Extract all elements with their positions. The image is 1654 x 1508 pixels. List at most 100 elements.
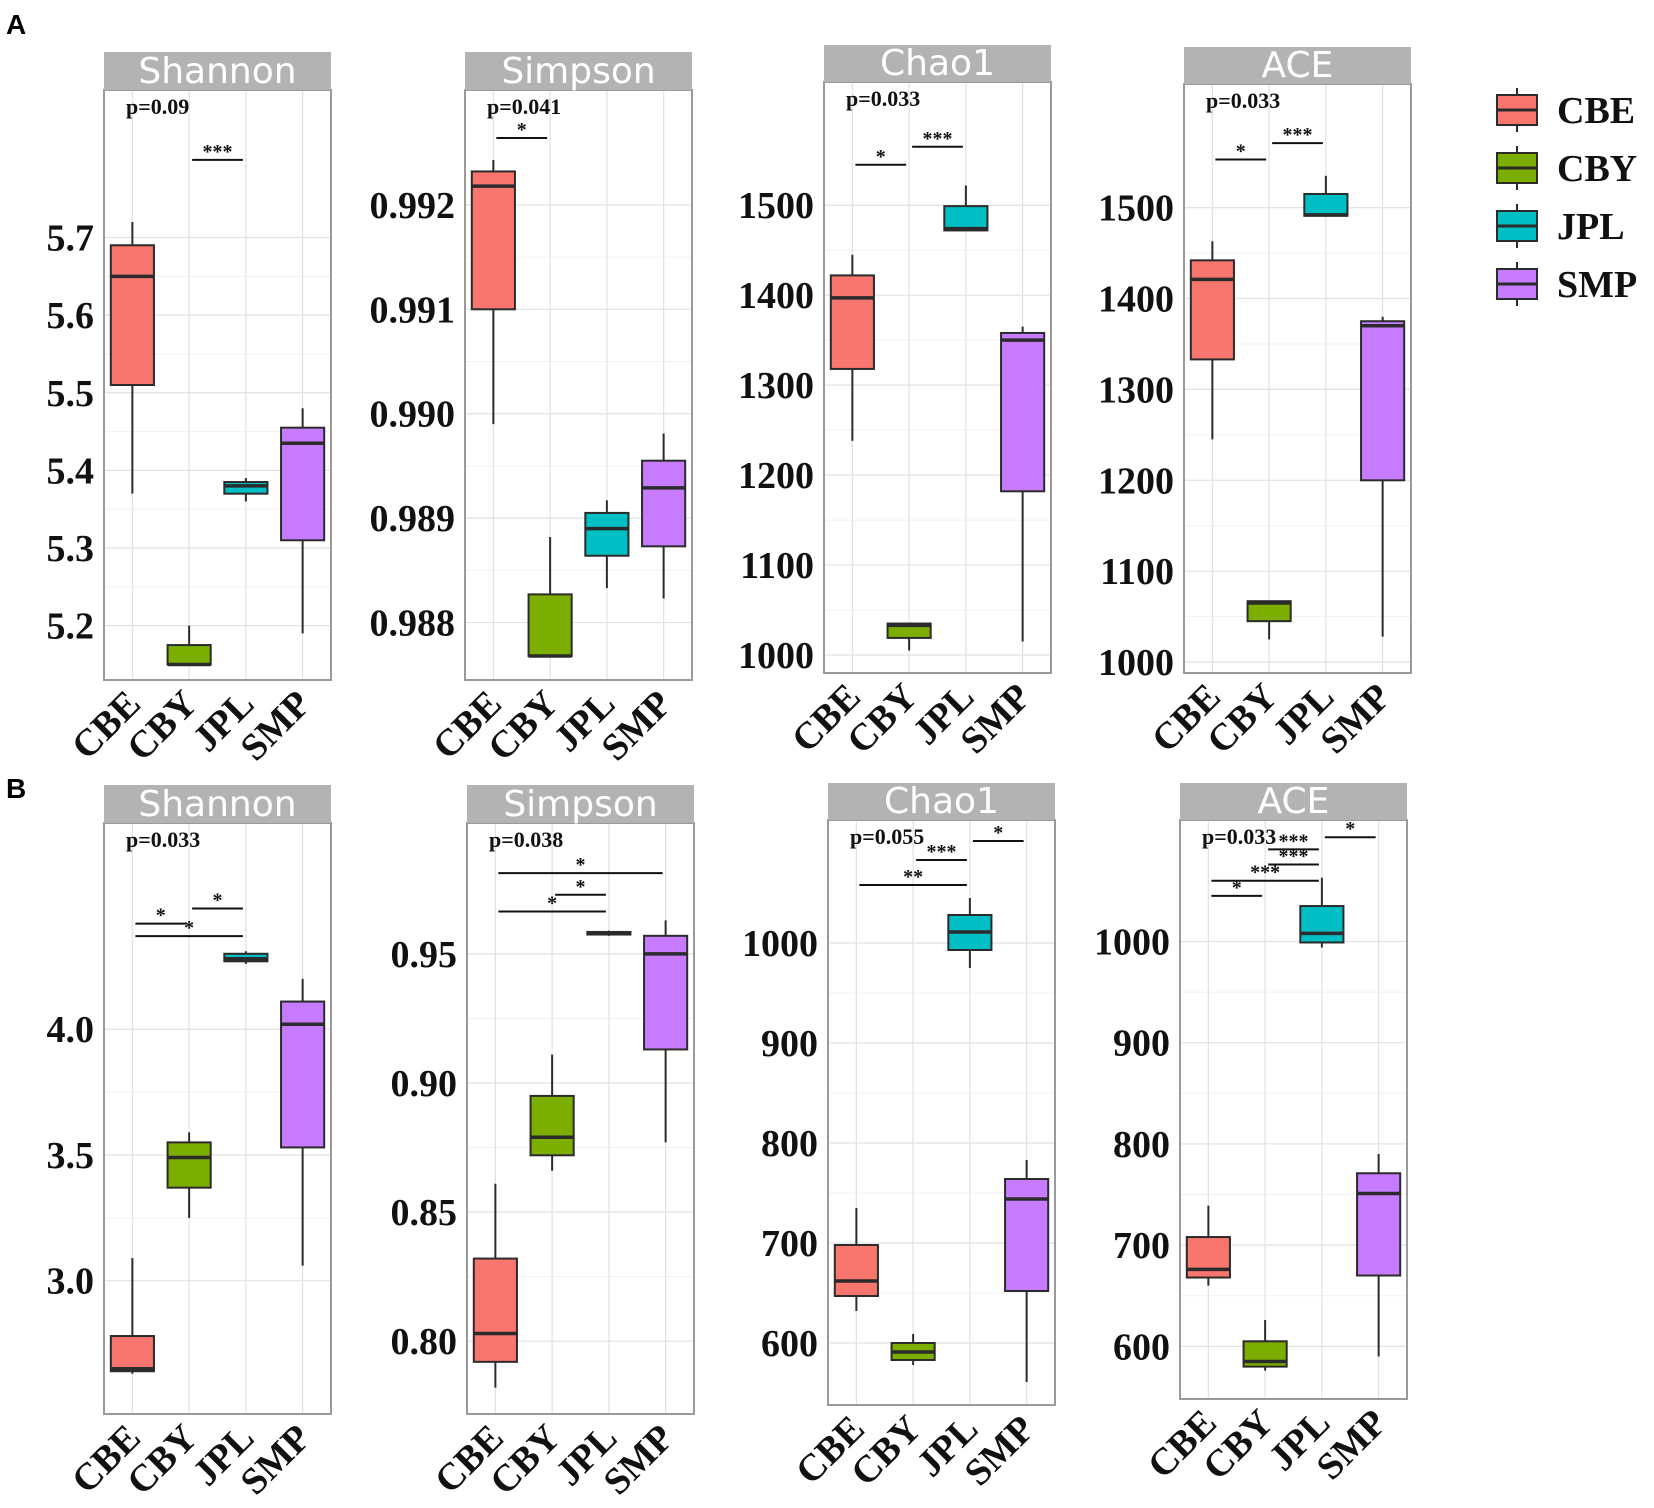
y-tick-label: 1300 xyxy=(1098,369,1174,411)
facet-title: Simpson xyxy=(503,784,657,825)
significance-label: * xyxy=(576,876,586,898)
y-tick-label: 5.6 xyxy=(47,295,95,337)
y-tick-label: 1500 xyxy=(738,185,814,227)
significance-label: * xyxy=(517,119,527,141)
y-tick-label: 1200 xyxy=(1098,460,1174,502)
y-tick-label: 700 xyxy=(1113,1225,1170,1267)
facet-strip xyxy=(465,52,692,90)
y-tick-label: 0.992 xyxy=(370,185,456,227)
box-cby xyxy=(886,622,932,651)
p-value-label: p=0.033 xyxy=(1206,88,1280,113)
plot-area xyxy=(828,820,1055,1405)
box-body xyxy=(833,1244,879,1297)
legend-item-jpl: JPL xyxy=(1496,204,1625,248)
box-cbe xyxy=(109,221,155,494)
box-body xyxy=(1000,331,1046,493)
box-smp xyxy=(280,978,326,1266)
facet-strip xyxy=(104,52,331,90)
y-tick-label: 900 xyxy=(761,1023,818,1065)
y-tick-label: 1100 xyxy=(740,545,814,587)
facet-title: ACE xyxy=(1258,781,1330,822)
p-value-label: p=0.033 xyxy=(126,827,200,852)
legend-item-cby: CBY xyxy=(1496,146,1637,190)
significance-label: * xyxy=(1232,877,1242,899)
facet-strip xyxy=(104,785,331,823)
box-body xyxy=(109,1335,155,1373)
significance-label: *** xyxy=(1250,862,1280,884)
y-tick-label: 900 xyxy=(1113,1023,1170,1065)
facet-strip xyxy=(828,783,1055,820)
significance-label: ** xyxy=(903,866,923,888)
y-tick-label: 1500 xyxy=(1098,188,1174,230)
box-cbe xyxy=(470,159,516,425)
significance-label: *** xyxy=(927,841,957,863)
chart-a-shannon: Shannon5.25.35.45.55.65.7p=0.09***CBECBY… xyxy=(47,51,332,769)
facet-title: ACE xyxy=(1262,45,1334,86)
y-tick-label: 0.991 xyxy=(370,289,456,331)
box-smp xyxy=(1000,326,1046,642)
y-tick-label: 3.5 xyxy=(47,1135,95,1177)
y-tick-label: 0.90 xyxy=(391,1063,458,1105)
box-body xyxy=(280,426,326,542)
y-tick-label: 0.989 xyxy=(370,498,456,540)
box-body xyxy=(1246,600,1292,623)
chart-grid: Shannon5.25.35.45.55.65.7p=0.09***CBECBY… xyxy=(47,43,1412,1503)
x-tick-label: SMP xyxy=(957,1408,1043,1494)
y-tick-label: 0.988 xyxy=(370,603,456,645)
x-tick-label: SMP xyxy=(233,683,319,769)
box-cby xyxy=(527,536,573,658)
significance-label: *** xyxy=(1279,846,1309,868)
significance-label: *** xyxy=(1283,124,1313,146)
legend-label: CBY xyxy=(1557,148,1637,190)
y-tick-label: 600 xyxy=(1113,1326,1170,1368)
significance-label: *** xyxy=(923,128,953,150)
y-tick-label: 0.85 xyxy=(391,1192,458,1234)
y-tick-label: 5.2 xyxy=(47,606,95,648)
box-cbe xyxy=(109,1258,155,1374)
box-body xyxy=(886,622,932,639)
significance-label: * xyxy=(1236,140,1246,162)
panel-label-b: B xyxy=(6,773,26,804)
box-cbe xyxy=(472,1183,518,1388)
legend-label: JPL xyxy=(1557,206,1625,248)
box-body xyxy=(829,274,875,370)
box-jpl xyxy=(943,185,989,232)
box-body xyxy=(1185,1236,1231,1279)
y-tick-label: 0.95 xyxy=(391,934,458,976)
facet-title: Chao1 xyxy=(884,781,999,822)
box-jpl xyxy=(1299,877,1345,948)
box-body xyxy=(1303,192,1349,217)
box-body xyxy=(1004,1178,1050,1292)
x-tick-label: SMP xyxy=(596,1417,682,1503)
chart-a-simpson: Simpson 0.988 0.989 0.990 0.991 0.992 p=0.041*… xyxy=(370,51,693,769)
y-tick-label: 5.5 xyxy=(47,373,95,415)
p-value-label: p=0.09 xyxy=(126,94,189,119)
box-body xyxy=(166,644,212,666)
box-cby xyxy=(166,1132,212,1218)
y-tick-label: 1100 xyxy=(1100,551,1174,593)
significance-label: * xyxy=(184,917,194,939)
y-tick-label: 1300 xyxy=(738,365,814,407)
facet-strip xyxy=(1184,47,1411,84)
p-value-label: p=0.033 xyxy=(1202,824,1276,849)
box-smp xyxy=(641,433,687,599)
plot-area xyxy=(1180,820,1407,1399)
box-cby xyxy=(166,625,212,667)
significance-label: *** xyxy=(1279,830,1309,852)
y-tick-label: 4.0 xyxy=(47,1009,95,1051)
box-cby xyxy=(1242,1320,1288,1371)
p-value-label: p=0.055 xyxy=(850,824,924,849)
significance-label: * xyxy=(156,905,166,927)
y-tick-label: 5.4 xyxy=(47,450,95,492)
box-smp xyxy=(1004,1160,1050,1382)
box-body xyxy=(472,1257,518,1363)
y-tick-label: 1400 xyxy=(1098,279,1174,321)
y-tick-label: 1200 xyxy=(738,455,814,497)
box-cbe xyxy=(833,1208,879,1311)
facet-strip xyxy=(1180,783,1407,820)
facet-strip xyxy=(467,785,694,823)
box-cby xyxy=(1246,600,1292,640)
p-value-label: p=0.041 xyxy=(487,94,561,119)
